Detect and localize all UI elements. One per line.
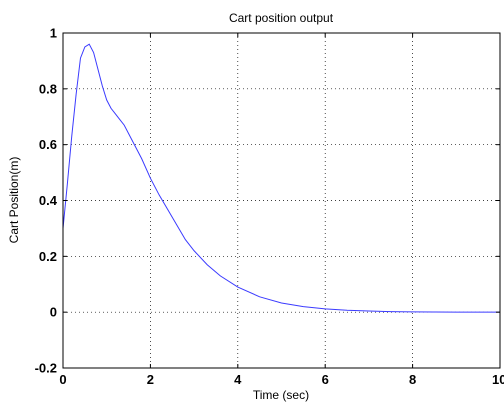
- series-line-cart-position: [62, 43, 501, 313]
- ticks: [62, 32, 501, 369]
- y-tick-labels: -0.2 0 0.2 0.4 0.6 0.8 1: [35, 26, 58, 376]
- x-axis-label: Time (sec): [253, 388, 309, 402]
- x-tick-label: 4: [234, 372, 242, 387]
- y-tick-label: 0: [50, 305, 57, 320]
- y-tick-label: 0.8: [39, 81, 57, 96]
- y-tick-label: 0.4: [39, 193, 58, 208]
- y-tick-label: 0.2: [39, 249, 57, 264]
- chart-title: Cart position output: [229, 11, 334, 25]
- x-tick-labels: 0 2 4 6 8 10: [59, 372, 504, 387]
- y-tick-label: -0.2: [35, 361, 57, 376]
- x-tick-label: 2: [147, 372, 154, 387]
- y-axis-label: Cart Position(m): [7, 157, 21, 244]
- x-tick-label: 8: [409, 372, 416, 387]
- y-tick-label: 1: [50, 26, 57, 41]
- x-tick-label: 0: [59, 372, 66, 387]
- x-tick-label: 6: [322, 372, 329, 387]
- plot-area-background: [63, 33, 500, 368]
- y-tick-label: 0.6: [39, 137, 57, 152]
- x-tick-label: 10: [492, 372, 504, 387]
